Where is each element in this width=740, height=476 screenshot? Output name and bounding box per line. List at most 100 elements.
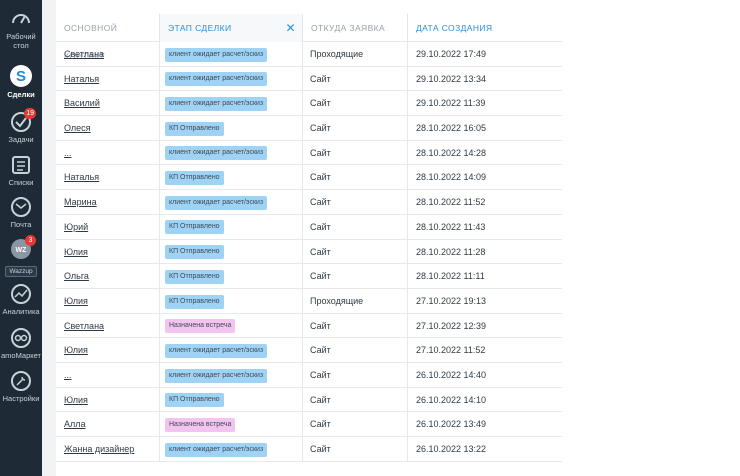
table-row[interactable]: Юлия КП Отправлено Проходящие 27.10.2022 19… bbox=[56, 288, 562, 314]
sidebar-label-tasks: Задачи bbox=[8, 135, 34, 144]
sidebar-label-wazzup: Wazzup bbox=[5, 266, 37, 277]
sidebar-item-mail[interactable]: Почта bbox=[0, 196, 42, 229]
table-row[interactable]: Наталья КП Отправлено Сайт 28.10.2022 14:09 bbox=[56, 165, 562, 191]
stage-cell: клиент ожидает расчет/эскиз bbox=[159, 66, 303, 92]
contact-link[interactable]: Наталья bbox=[64, 73, 100, 84]
table-row[interactable]: Светлана Назначена встреча Сайт 27.10.2022 … bbox=[56, 313, 562, 339]
table-row[interactable]: ... клиент ожидает расчет/эскиз Сайт 28.10.… bbox=[56, 140, 562, 166]
table-row[interactable]: Жанна дизайнер клиент ожидает расчет/эски… bbox=[56, 437, 562, 462]
date-cell: 28.10.2022 11:43 bbox=[407, 214, 562, 240]
column-header-contact[interactable]: ОСНОВНОЙ КОНТАКТ bbox=[64, 23, 118, 61]
source-cell: Сайт bbox=[310, 123, 331, 134]
contact-cell: ... bbox=[56, 141, 159, 166]
table-row[interactable]: Алла Назначена встреча Сайт 26.10.2022 13:4… bbox=[56, 412, 562, 437]
column-header-stage[interactable]: ЭТАП СДЕЛКИ ✕ bbox=[159, 14, 303, 42]
table-row[interactable]: Светлана клиент ожидает расчет/эскиз Прохо… bbox=[56, 42, 562, 67]
stage-cell: КП Отправлено bbox=[159, 387, 303, 413]
stage-badge[interactable]: клиент ожидает расчет/эскиз bbox=[165, 97, 268, 111]
stage-cell: клиент ожидает расчет/эскиз bbox=[159, 190, 303, 215]
contact-link[interactable]: Наталья bbox=[64, 172, 100, 183]
sidebar-item-lists[interactable]: Списки bbox=[0, 154, 42, 187]
sidebar-label-deals: Сделки bbox=[7, 90, 35, 99]
contact-link[interactable]: Юлия bbox=[64, 246, 88, 257]
column-header-date[interactable]: ДАТА СОЗДАНИЯ bbox=[407, 14, 562, 42]
stage-cell: КП Отправлено bbox=[159, 165, 303, 191]
contact-link[interactable]: ... bbox=[64, 147, 72, 158]
table-row[interactable]: Юлия КП Отправлено Сайт 28.10.2022 11:28 bbox=[56, 239, 562, 265]
table-row[interactable]: Юлия КП Отправлено Сайт 26.10.2022 14:10 bbox=[56, 387, 562, 413]
contact-link[interactable]: Ольга bbox=[64, 271, 89, 282]
close-icon[interactable]: ✕ bbox=[285, 21, 296, 35]
sidebar-label-lists: Списки bbox=[8, 178, 34, 187]
contact-link[interactable]: Жанна дизайнер bbox=[64, 444, 135, 454]
stage-badge[interactable]: клиент ожидает расчет/эскиз bbox=[165, 195, 268, 210]
table-row[interactable]: Юрий КП Отправлено Сайт 28.10.2022 11:43 bbox=[56, 214, 562, 240]
sidebar-label-market: amoМаркет bbox=[1, 351, 41, 360]
stage-badge[interactable]: клиент ожидает расчет/эскиз bbox=[165, 343, 268, 358]
svg-text:S: S bbox=[16, 68, 26, 85]
contact-link[interactable]: Олеся bbox=[64, 123, 91, 134]
source-cell: Сайт bbox=[310, 444, 331, 454]
contact-cell: Марина bbox=[56, 190, 159, 215]
dashboard-gauge-icon bbox=[12, 14, 30, 24]
contact-cell: Юрий bbox=[56, 215, 159, 240]
contact-link[interactable]: Юлия bbox=[64, 295, 88, 306]
sidebar-item-settings[interactable]: Настройки bbox=[0, 370, 42, 403]
contact-link[interactable]: ... bbox=[64, 369, 72, 380]
date-cell: 27.10.2022 12:39 bbox=[407, 313, 562, 339]
column-header-stage-label: ЭТАП СДЕЛКИ bbox=[168, 23, 232, 33]
stage-cell: клиент ожидает расчет/эскиз bbox=[159, 437, 303, 462]
stage-badge[interactable]: КП Отправлено bbox=[165, 121, 224, 136]
contact-cell: Юлия bbox=[56, 338, 159, 363]
contact-link[interactable]: Юлия bbox=[64, 394, 88, 405]
date-cell: 26.10.2022 14:10 bbox=[407, 387, 562, 413]
source-cell: Сайт bbox=[310, 147, 331, 158]
source-cell: Сайт bbox=[310, 320, 331, 331]
table-row[interactable]: Наталья клиент ожидает расчет/эскиз Сайт 29… bbox=[56, 66, 562, 92]
sidebar-item-tasks[interactable]: 19 Задачи bbox=[0, 108, 42, 144]
left-sidebar: Рабочий стол S Сделки 19 Задачи Списки П… bbox=[0, 0, 42, 476]
sidebar-item-market[interactable]: amoМаркет bbox=[0, 327, 42, 360]
sidebar-label-mail: Почта bbox=[10, 220, 32, 229]
contact-link[interactable]: Марина bbox=[64, 197, 97, 208]
contact-link[interactable]: Светлана bbox=[64, 320, 105, 331]
stage-badge[interactable]: КП Отправлено bbox=[165, 393, 224, 408]
stage-badge[interactable]: КП Отправлено bbox=[165, 269, 224, 284]
table-row[interactable]: Олеся КП Отправлено Сайт 28.10.2022 16:05 bbox=[56, 116, 562, 141]
contact-cell: Светлана bbox=[56, 314, 159, 339]
contact-link[interactable]: Светлана bbox=[64, 49, 105, 59]
table-row[interactable]: Василий клиент ожидает расчет/эскиз Сайт 29… bbox=[56, 91, 562, 117]
stage-badge[interactable]: Назначена встреча bbox=[165, 319, 236, 334]
stage-badge[interactable]: клиент ожидает расчет/эскиз bbox=[165, 47, 268, 62]
source-cell: Сайт bbox=[310, 271, 331, 282]
contact-cell: Наталья bbox=[56, 165, 159, 190]
table-header: ОСНОВНОЙ КОНТАКТ ЭТАП СДЕЛКИ ✕ ОТКУДА ЗА… bbox=[56, 14, 562, 61]
date-cell: 28.10.2022 14:09 bbox=[407, 165, 562, 191]
stage-cell: клиент ожидает расчет/эскиз bbox=[159, 91, 303, 117]
contact-link[interactable]: Юрий bbox=[64, 221, 89, 232]
stage-badge[interactable]: клиент ожидает расчет/эскиз bbox=[165, 368, 268, 383]
stage-badge[interactable]: КП Отправлено bbox=[165, 220, 224, 235]
stage-badge[interactable]: КП Отправлено bbox=[165, 171, 224, 186]
date-cell: 29.10.2022 11:39 bbox=[407, 91, 562, 117]
stage-badge[interactable]: клиент ожидает расчет/эскиз bbox=[165, 146, 268, 161]
stage-badge[interactable]: КП Отправлено bbox=[165, 294, 224, 309]
contact-link[interactable]: Юлия bbox=[64, 345, 88, 356]
table-row[interactable]: ... клиент ожидает расчет/эскиз Сайт 26.10.… bbox=[56, 362, 562, 388]
table-row[interactable]: Юлия клиент ожидает расчет/эскиз Сайт 27.10… bbox=[56, 338, 562, 363]
table-row[interactable]: Марина клиент ожидает расчет/эскиз Сайт 28.… bbox=[56, 190, 562, 215]
stage-badge[interactable]: КП Отправлено bbox=[165, 245, 224, 260]
contact-link[interactable]: Василий bbox=[64, 98, 100, 109]
sidebar-item-wazzup[interactable]: WZ 3 Wazzup bbox=[0, 235, 42, 278]
contact-link[interactable]: Алла bbox=[64, 419, 86, 430]
column-header-source[interactable]: ОТКУДА ЗАЯВКА bbox=[311, 23, 386, 33]
sidebar-item-dashboard[interactable]: Рабочий стол bbox=[0, 8, 42, 50]
stage-badge[interactable]: клиент ожидает расчет/эскиз bbox=[165, 72, 268, 87]
stage-badge[interactable]: Назначена встреча bbox=[165, 417, 236, 432]
deals-dollar-icon: S bbox=[10, 65, 32, 87]
sidebar-item-analytics[interactable]: Аналитика bbox=[0, 283, 42, 316]
lists-icon bbox=[12, 156, 30, 174]
table-row[interactable]: Ольга КП Отправлено Сайт 28.10.2022 11:11 bbox=[56, 264, 562, 289]
stage-badge[interactable]: клиент ожидает расчет/эскиз bbox=[165, 442, 268, 457]
sidebar-item-deals[interactable]: S Сделки bbox=[0, 64, 42, 99]
